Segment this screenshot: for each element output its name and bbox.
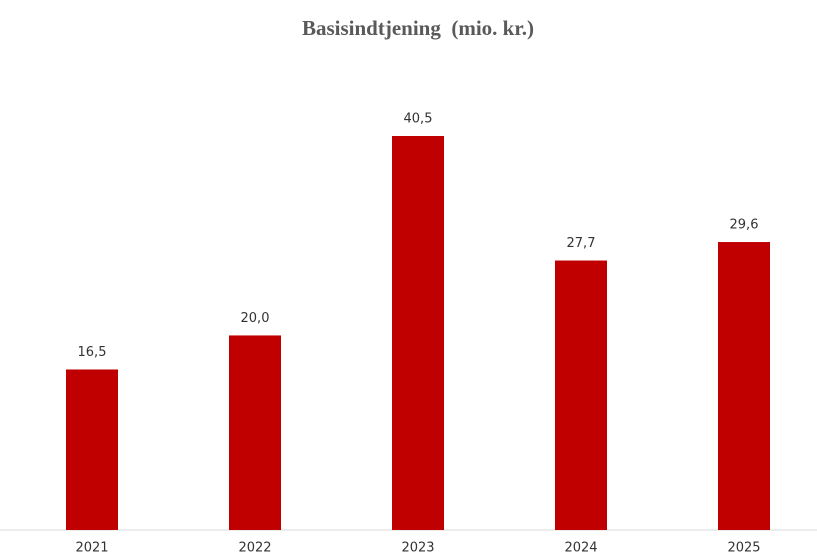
bar (718, 242, 770, 531)
x-tick-label: 2021 (75, 541, 108, 556)
x-tick-label: 2025 (727, 541, 760, 556)
value-label: 16,5 (78, 345, 107, 360)
x-tick-label: 2023 (401, 541, 434, 556)
x-tick-label: 2024 (564, 541, 597, 556)
bar (229, 335, 281, 530)
value-label: 29,6 (730, 218, 759, 233)
bar (392, 136, 444, 530)
x-tick-label: 2022 (238, 541, 271, 556)
chart-title: Basisindtjening (mio. kr.) (302, 16, 534, 40)
value-label: 20,0 (241, 311, 270, 326)
value-label: 27,7 (567, 236, 596, 251)
bar (66, 369, 118, 530)
bar (555, 260, 607, 530)
value-label: 40,5 (404, 112, 433, 127)
